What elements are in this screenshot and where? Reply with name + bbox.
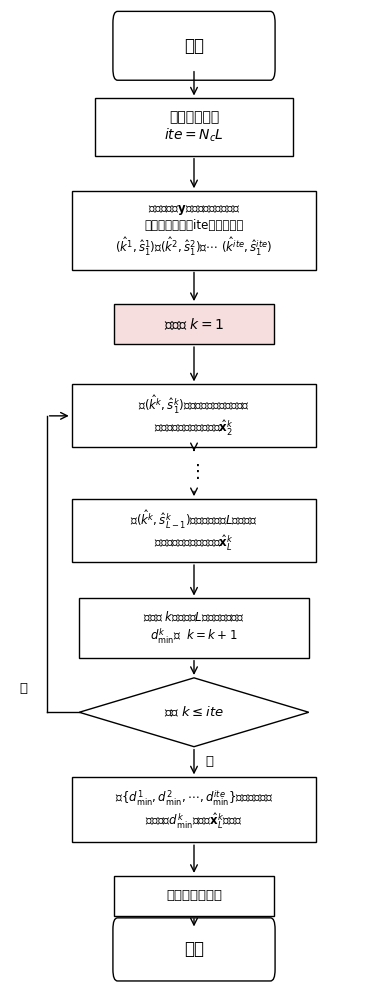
Text: 记录第 $k$次迭代，$L$层最小欧式距离
$d_{\min}^k$，  $k = k+1$: 记录第 $k$次迭代，$L$层最小欧式距离 $d_{\min}^k$， $k =… bbox=[143, 610, 245, 646]
Polygon shape bbox=[79, 678, 309, 747]
Bar bbox=[114, 876, 274, 916]
Text: 结束: 结束 bbox=[184, 940, 204, 958]
Text: 将$(\hat{k}^k,\hat{s}_{L-1}^k)$组合集代入第$L$层检测器
中，得到对应的调制符号$\hat{\mathbf{x}}_L^k$: 将$(\hat{k}^k,\hat{s}_{L-1}^k)$组合集代入第$L$层… bbox=[130, 508, 258, 553]
Text: 判断 $k \leq ite$: 判断 $k \leq ite$ bbox=[164, 705, 224, 719]
Bar bbox=[72, 499, 316, 562]
FancyBboxPatch shape bbox=[113, 918, 275, 981]
Bar bbox=[72, 384, 316, 447]
Bar bbox=[72, 191, 316, 270]
Bar bbox=[79, 598, 309, 658]
Text: 是: 是 bbox=[205, 755, 213, 768]
Bar bbox=[95, 98, 293, 156]
Text: 初始化 $k = 1$: 初始化 $k = 1$ bbox=[164, 316, 224, 332]
Text: 对应的比特译码: 对应的比特译码 bbox=[166, 889, 222, 902]
Text: 否: 否 bbox=[20, 682, 28, 695]
Text: 计算迭代次数
$ite = N_c L$: 计算迭代次数 $ite = N_c L$ bbox=[164, 110, 224, 144]
Text: 在$\{d_{\min}^1, d_{\min}^2, \cdots, d_{\min}^{ite}\}$中选取欧式距
离最小的$d_{\min}^k$，对应$: 在$\{d_{\min}^1, d_{\min}^2, \cdots, d_{\… bbox=[115, 789, 273, 831]
FancyBboxPatch shape bbox=[113, 11, 275, 80]
Text: 将接收信号$\mathbf{y}$输入到第一层检测其
中，计算后选取ite个候选集。
$({\hat{k}}^1,{\hat{s}}_1^1)$，$({\hat: 将接收信号$\mathbf{y}$输入到第一层检测其 中，计算后选取ite个候选… bbox=[115, 203, 273, 258]
Text: $\vdots$: $\vdots$ bbox=[188, 462, 200, 481]
Text: 开始: 开始 bbox=[184, 37, 204, 55]
Text: 将$(\hat{k}^k,\hat{s}_1^k)$组合集代入第二层检测器
中，得到对应的调制符号$\hat{\mathbf{x}}_2^k$: 将$(\hat{k}^k,\hat{s}_1^k)$组合集代入第二层检测器 中，… bbox=[138, 393, 250, 438]
Bar bbox=[72, 777, 316, 842]
Bar bbox=[114, 304, 274, 344]
